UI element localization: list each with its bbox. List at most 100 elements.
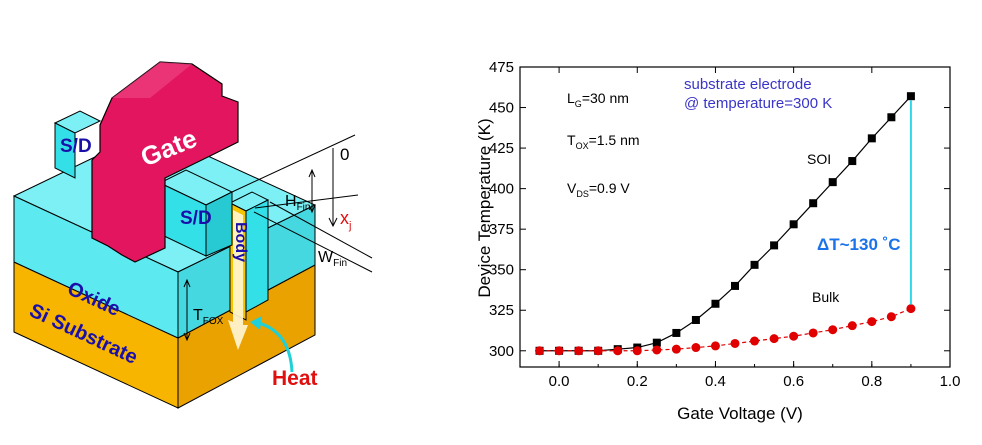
label-sd-right: S/D — [180, 208, 212, 229]
y-tick-label: 425 — [489, 140, 514, 157]
y-tick-label: 450 — [489, 100, 514, 117]
bulk-data-point — [828, 325, 838, 335]
label-hfin: HFin — [285, 193, 310, 213]
ref-line-mid — [254, 194, 359, 209]
x-tick-label: 0.6 — [783, 373, 804, 390]
label-zero: 0 — [340, 145, 349, 164]
x-axis-label: Gate Voltage (V) — [677, 404, 803, 423]
param-lg-rest: =30 nm — [582, 90, 629, 106]
label-body: Body — [232, 222, 249, 262]
param-tox-sub: OX — [576, 141, 589, 151]
x-tick-label: 0.2 — [627, 373, 648, 390]
soi-series-label: SOI — [807, 151, 831, 167]
sd-left-front — [54, 122, 76, 179]
bulk-data-point — [652, 345, 662, 355]
bulk-data-point — [906, 304, 916, 314]
soi-data-point — [672, 328, 681, 337]
label-heat: Heat — [272, 367, 318, 390]
x-axis-ticks: 0.0 0.2 0.4 0.6 0.8 1.0 — [519, 67, 961, 390]
label-hfin-main: H — [285, 193, 297, 210]
hfin-arrow-down — [308, 204, 316, 214]
y-tick-label: 475 — [489, 59, 514, 76]
heat-arrowhead — [250, 316, 262, 330]
y-tick-label: 300 — [489, 343, 514, 360]
label-wfin-main: W — [318, 249, 334, 266]
bulk-data-point — [789, 331, 799, 341]
label-wfin-sub: Fin — [333, 258, 347, 269]
tfox-arrow-up — [183, 278, 191, 288]
soi-data-point — [867, 134, 876, 143]
delta-t-label: ΔT~130 ˚C — [817, 235, 901, 254]
param-lg: LG=30 nm — [567, 90, 629, 109]
xj-arrowhead — [328, 217, 338, 228]
soi-data-point — [789, 220, 798, 229]
y-tick-label: 375 — [489, 221, 514, 238]
bulk-series-line — [539, 308, 912, 352]
ref-line-wfin-b — [269, 201, 373, 259]
bulk-data-point — [632, 346, 642, 356]
param-tox-rest: =1.5 nm — [589, 132, 640, 148]
dimension-lines — [183, 134, 373, 342]
bulk-data-point — [847, 321, 857, 331]
x-tick-label: 0.8 — [861, 373, 882, 390]
sd-right-side — [205, 191, 233, 257]
param-lg-main: L — [567, 90, 575, 106]
heat-arrow — [254, 320, 294, 373]
soi-data-point — [887, 113, 896, 122]
y-axis-ticks: 300 325 350 375 400 425 450 475 — [489, 59, 950, 360]
soi-data-point — [731, 281, 739, 290]
bulk-data-point — [535, 346, 545, 356]
plot-frame — [519, 66, 951, 368]
bulk-data-point — [886, 312, 896, 322]
param-vds-sub: DS — [576, 189, 589, 199]
soi-data-point — [750, 260, 759, 269]
finfet-diagram: S/D Gate S/D Body Oxide Si Substrate Hea… — [12, 61, 373, 409]
bulk-data-point — [671, 344, 681, 354]
soi-data-point — [652, 338, 661, 347]
soi-data-point — [711, 299, 720, 308]
electrode-note-line2: @ temperature=300 K — [684, 95, 832, 112]
bulk-data-point — [808, 328, 818, 338]
param-vds-rest: =0.9 V — [589, 180, 631, 196]
bulk-data-point — [730, 338, 740, 348]
bulk-data-point — [691, 343, 701, 353]
bulk-data-point — [613, 346, 623, 356]
fin-right — [245, 199, 269, 313]
soi-data-point — [770, 241, 779, 250]
hfin-arrow-up — [308, 168, 316, 178]
x-tick-label: 1.0 — [940, 373, 961, 390]
soi-data-point — [691, 315, 700, 324]
sd-left-block — [53, 110, 102, 179]
gate-top-face — [112, 62, 192, 98]
bulk-data-point — [710, 341, 720, 351]
label-hfin-sub: Fin — [297, 202, 311, 213]
bulk-data-point — [867, 317, 877, 327]
label-xj: xj — [340, 208, 351, 232]
ref-line-wfin-a — [253, 211, 373, 273]
bulk-data-point — [769, 334, 779, 344]
y-tick-label: 400 — [489, 181, 514, 198]
param-tox: TOX=1.5 nm — [567, 132, 640, 151]
bulk-series-label: Bulk — [812, 289, 840, 305]
label-xj-main: x — [340, 208, 349, 228]
soi-data-point — [848, 157, 857, 166]
label-sd-left: S/D — [60, 136, 92, 157]
label-tfox: TFOX — [193, 307, 224, 327]
electrode-note-line1: substrate electrode — [684, 76, 812, 93]
param-vds-main: V — [567, 180, 577, 196]
label-xj-sub: j — [348, 220, 351, 232]
param-tox-main: T — [567, 132, 576, 148]
bulk-data-point — [750, 336, 760, 346]
y-tick-label: 350 — [489, 262, 514, 279]
label-wfin: WFin — [318, 249, 347, 269]
label-tfox-main: T — [193, 307, 203, 324]
temperature-chart: 0.0 0.2 0.4 0.6 0.8 1.0 300 325 350 375 400 425 450… — [475, 59, 961, 423]
gate-block — [91, 61, 239, 263]
bulk-data-point — [593, 346, 603, 356]
param-vds: VDS=0.9 V — [567, 180, 630, 199]
x-tick-label: 0.4 — [705, 373, 726, 390]
soi-data-point — [809, 199, 818, 208]
fin-body — [228, 191, 270, 350]
ref-line-top — [231, 134, 356, 193]
soi-data-point — [828, 178, 837, 187]
